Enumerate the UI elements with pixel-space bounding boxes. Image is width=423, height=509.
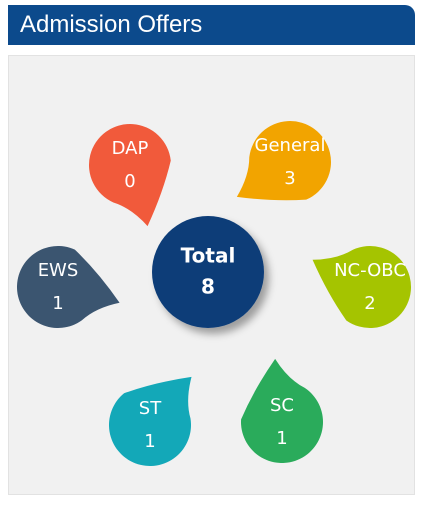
petal: [240, 358, 323, 463]
petal-value: 1: [144, 431, 155, 452]
total-circle: [152, 216, 264, 328]
petal: [312, 245, 412, 328]
petal: [108, 376, 192, 466]
petal-value: 1: [276, 428, 287, 449]
petal-name: EWS: [38, 260, 79, 281]
header-title: Admission Offers: [20, 11, 203, 38]
petal: [236, 120, 331, 201]
total-value: 8: [201, 275, 215, 299]
petal: [16, 246, 120, 328]
petal-name: NC-OBC: [334, 260, 406, 281]
petal-name: General: [255, 135, 326, 156]
petal: [88, 123, 171, 227]
petal-name: ST: [139, 398, 162, 419]
petal-value: 2: [364, 293, 375, 314]
petal-value: 1: [52, 293, 63, 314]
header: Admission Offers: [8, 5, 415, 45]
petal-value: 3: [284, 168, 295, 189]
total-label: Total: [181, 244, 236, 268]
petal-value: 0: [124, 171, 135, 192]
petal-name: SC: [270, 395, 294, 416]
petal-name: DAP: [112, 138, 149, 159]
